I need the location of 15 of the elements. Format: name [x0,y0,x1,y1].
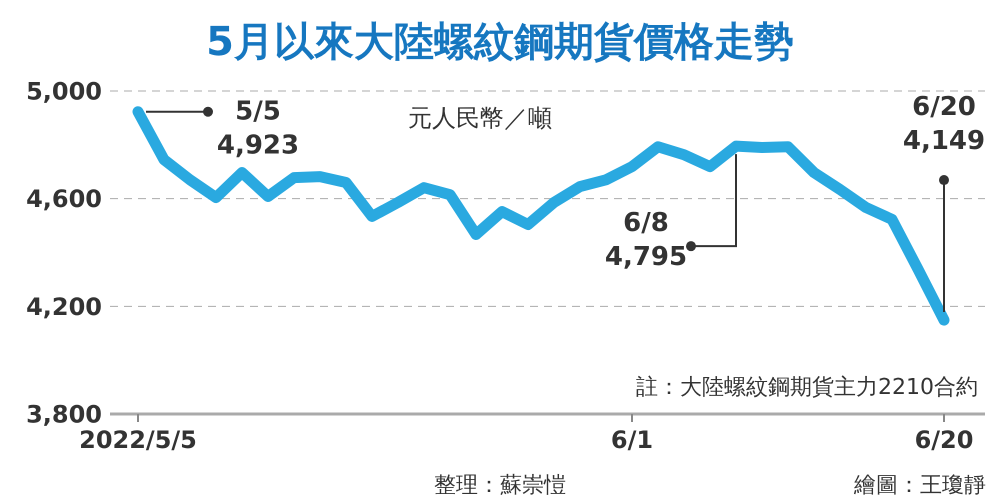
y-tick-label: 5,000 [26,78,102,106]
text: 整理：蘇崇愷 [434,472,566,500]
y-tick-label: 4,600 [26,185,102,214]
data-label: 6/8 4,795 [604,208,688,272]
annotation: 註：大陸螺紋鋼期貨主力2210合約 [636,374,978,402]
y-tick-label: 3,800 [26,400,102,429]
y-axis-title: 元人民幣／噸 [408,103,552,134]
chart-title: 5月以來大陸螺紋鋼期貨價格走勢 [205,18,795,67]
x-tick-label: 6/20 [914,426,974,454]
text: 繪圖：王瓊靜 [854,472,986,500]
y-tick-label: 4,200 [26,292,102,321]
data-label: 6/20 4,149 [902,92,986,156]
data-label: 5/5 4,923 [216,96,300,161]
x-tick-label: 2022/5/5 [79,426,197,454]
x-tick-label: 6/1 [610,426,654,454]
